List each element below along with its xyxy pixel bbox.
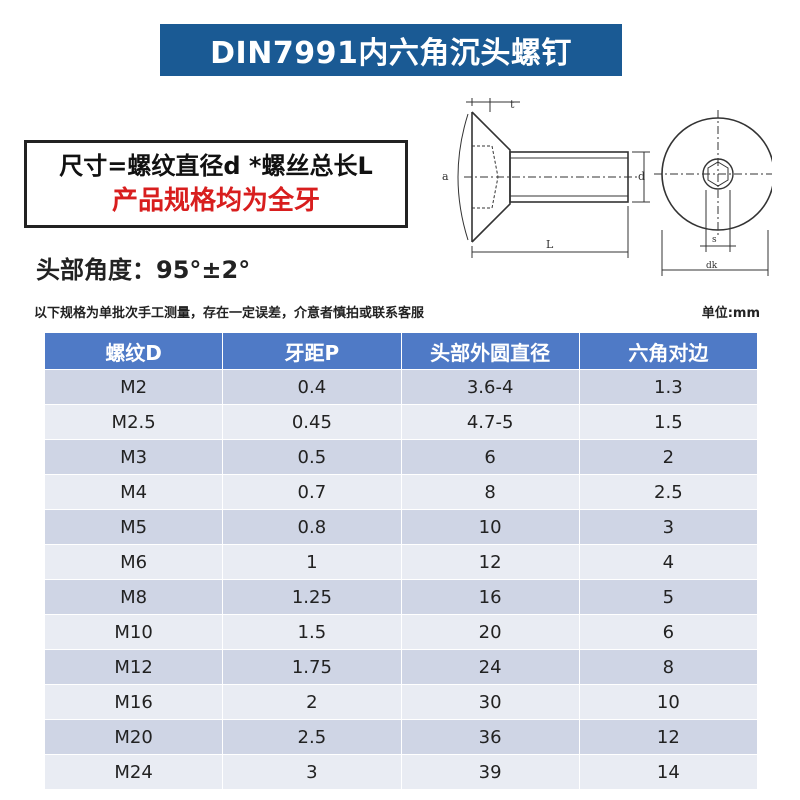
table-row: M4 0.7 8 2.5 (43, 474, 759, 510)
cell-thread: M5 (43, 509, 224, 545)
cell-head-diameter: 20 (400, 614, 580, 650)
table-row: M12 1.75 24 8 (43, 649, 759, 685)
table-row: M16 2 30 10 (43, 684, 759, 720)
page-title: DIN7991内六角沉头螺钉 (160, 24, 622, 76)
table-row: M2.5 0.45 4.7-5 1.5 (43, 404, 759, 440)
header-pitch-p: 牙距P (222, 332, 402, 370)
cell-hex-width: 5 (578, 579, 759, 615)
cell-head-diameter: 16 (400, 579, 580, 615)
cell-pitch: 0.7 (222, 474, 402, 510)
table-row: M5 0.8 10 3 (43, 509, 759, 545)
table-row: M2 0.4 3.6-4 1.3 (43, 369, 759, 405)
cell-pitch: 3 (222, 754, 402, 790)
cell-pitch: 1.25 (222, 579, 402, 615)
cell-thread: M10 (43, 614, 224, 650)
diagram-label-t: t (510, 98, 515, 111)
table-row: M3 0.5 6 2 (43, 439, 759, 475)
cell-head-diameter: 30 (400, 684, 580, 720)
cell-pitch: 0.5 (222, 439, 402, 475)
cell-thread: M12 (43, 649, 224, 685)
cell-thread: M2.5 (43, 404, 224, 440)
diagram-label-d: d (638, 170, 645, 183)
cell-thread: M4 (43, 474, 224, 510)
diagram-label-s: s (712, 235, 717, 245)
cell-head-diameter: 8 (400, 474, 580, 510)
cell-hex-width: 10 (578, 684, 759, 720)
measurement-note: 以下规格为单批次手工测量，存在一定误差，介意者慎拍或联系客服 (34, 306, 425, 321)
cell-head-diameter: 24 (400, 649, 580, 685)
cell-head-diameter: 6 (400, 439, 580, 475)
cell-pitch: 2 (222, 684, 402, 720)
cell-hex-width: 3 (578, 509, 759, 545)
cell-hex-width: 14 (578, 754, 759, 790)
spec-box: 尺寸=螺纹直径d *螺丝总长L 产品规格均为全牙 (24, 140, 408, 228)
table-row: M24 3 39 14 (43, 754, 759, 790)
cell-head-diameter: 36 (400, 719, 580, 755)
spec-full-thread-note: 产品规格均为全牙 (111, 186, 320, 216)
table-header-row: 螺纹D 牙距P 头部外圆直径 六角对边 (43, 332, 759, 370)
cell-thread: M16 (43, 684, 224, 720)
unit-label: 单位:mm (701, 306, 760, 321)
cell-head-diameter: 12 (400, 544, 580, 580)
cell-thread: M8 (43, 579, 224, 615)
cell-pitch: 0.45 (222, 404, 402, 440)
cell-thread: M6 (43, 544, 224, 580)
table-row: M10 1.5 20 6 (43, 614, 759, 650)
cell-hex-width: 1.3 (578, 369, 759, 405)
cell-pitch: 1.75 (222, 649, 402, 685)
spec-size-formula: 尺寸=螺纹直径d *螺丝总长L (59, 152, 373, 180)
cell-hex-width: 2.5 (578, 474, 759, 510)
cell-pitch: 2.5 (222, 719, 402, 755)
cell-hex-width: 2 (578, 439, 759, 475)
diagram-label-L: L (546, 238, 554, 251)
cell-head-diameter: 10 (400, 509, 580, 545)
header-hex-width: 六角对边 (578, 332, 759, 370)
cell-hex-width: 12 (578, 719, 759, 755)
cell-pitch: 1 (222, 544, 402, 580)
head-angle: 头部角度：95°±2° (36, 256, 251, 284)
cell-pitch: 0.8 (222, 509, 402, 545)
header-head-diameter: 头部外圆直径 (400, 332, 580, 370)
table-row: M6 1 12 4 (43, 544, 759, 580)
table-row: M20 2.5 36 12 (43, 719, 759, 755)
cell-hex-width: 1.5 (578, 404, 759, 440)
cell-thread: M3 (43, 439, 224, 475)
header-thread-d: 螺纹D (43, 332, 224, 370)
cell-thread: M2 (43, 369, 224, 405)
cell-thread: M24 (43, 754, 224, 790)
cell-pitch: 1.5 (222, 614, 402, 650)
screw-diagram: t a L d s dk (442, 98, 772, 276)
cell-pitch: 0.4 (222, 369, 402, 405)
spec-table: 螺纹D 牙距P 头部外圆直径 六角对边 M2 0.4 3.6-4 1.3 M2.… (43, 332, 759, 790)
cell-head-diameter: 3.6-4 (400, 369, 580, 405)
diagram-label-a: a (442, 170, 449, 183)
cell-head-diameter: 4.7-5 (400, 404, 580, 440)
cell-head-diameter: 39 (400, 754, 580, 790)
cell-hex-width: 8 (578, 649, 759, 685)
table-row: M8 1.25 16 5 (43, 579, 759, 615)
cell-hex-width: 6 (578, 614, 759, 650)
cell-hex-width: 4 (578, 544, 759, 580)
diagram-label-dk: dk (706, 261, 718, 271)
cell-thread: M20 (43, 719, 224, 755)
